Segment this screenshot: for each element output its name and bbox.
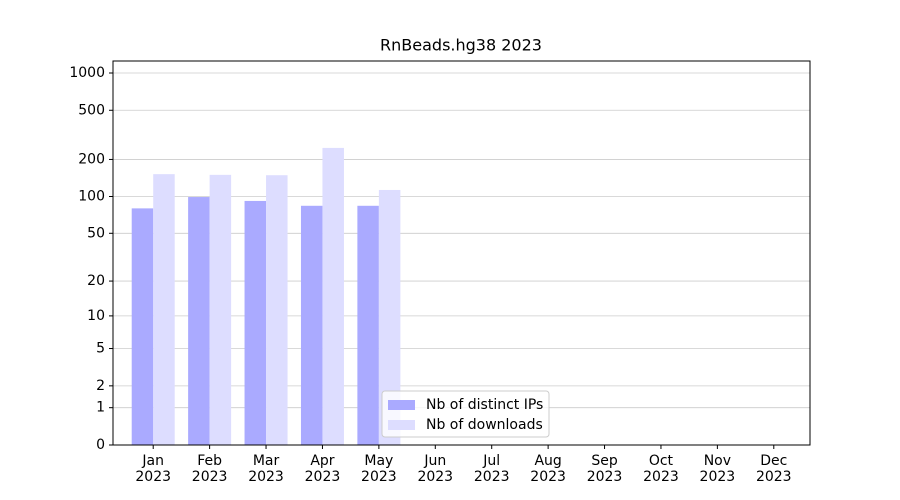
x-tick-label: Dec 2023 — [755, 453, 792, 485]
x-tick-label: Mar 2023 — [248, 453, 284, 485]
x-tick-label: Nov 2023 — [699, 453, 736, 485]
bar — [357, 205, 379, 445]
bar — [322, 147, 344, 445]
x-tick-label: Jul 2023 — [473, 453, 510, 485]
x-tick-label: Jun 2023 — [417, 453, 454, 485]
legend: Nb of distinct IPs Nb of downloads — [381, 390, 550, 438]
y-tick-label: 200 — [78, 151, 105, 167]
x-tick-label: Apr 2023 — [304, 453, 341, 485]
y-tick-label: 5 — [96, 341, 105, 357]
legend-label: Nb of downloads — [426, 417, 543, 433]
bar — [300, 205, 323, 445]
x-tick-label: Oct 2023 — [643, 453, 679, 485]
y-tick-label: 50 — [87, 225, 105, 241]
bar — [244, 200, 267, 445]
y-tick-label: 500 — [78, 102, 105, 118]
x-tick-label: Sep 2023 — [586, 453, 623, 485]
chart-title: RnBeads.hg38 2023 — [380, 36, 542, 55]
bar — [266, 175, 288, 445]
x-tick-label: Jan 2023 — [135, 453, 172, 485]
bar — [153, 174, 175, 446]
x-tick-label: May 2023 — [361, 453, 397, 485]
bar — [188, 197, 210, 445]
bar — [378, 189, 401, 445]
bar — [209, 174, 232, 445]
legend-box — [381, 390, 550, 438]
y-tick-label: 100 — [78, 189, 105, 205]
y-tick-label: 0 — [96, 437, 105, 453]
legend-swatch — [388, 420, 415, 430]
legend-swatch — [388, 400, 415, 410]
y-tick-label: 20 — [87, 273, 105, 289]
bar — [131, 208, 154, 445]
x-tick-label: Feb 2023 — [191, 453, 228, 485]
y-tick-label: 10 — [87, 308, 105, 324]
legend-label: Nb of distinct IPs — [426, 397, 543, 413]
y-tick-label: 1 — [96, 400, 105, 416]
y-tick-label: 2 — [96, 378, 105, 394]
y-tick-label: 1000 — [69, 65, 105, 81]
plot-frame — [112, 60, 811, 446]
x-tick-label: Aug 2023 — [530, 453, 566, 485]
